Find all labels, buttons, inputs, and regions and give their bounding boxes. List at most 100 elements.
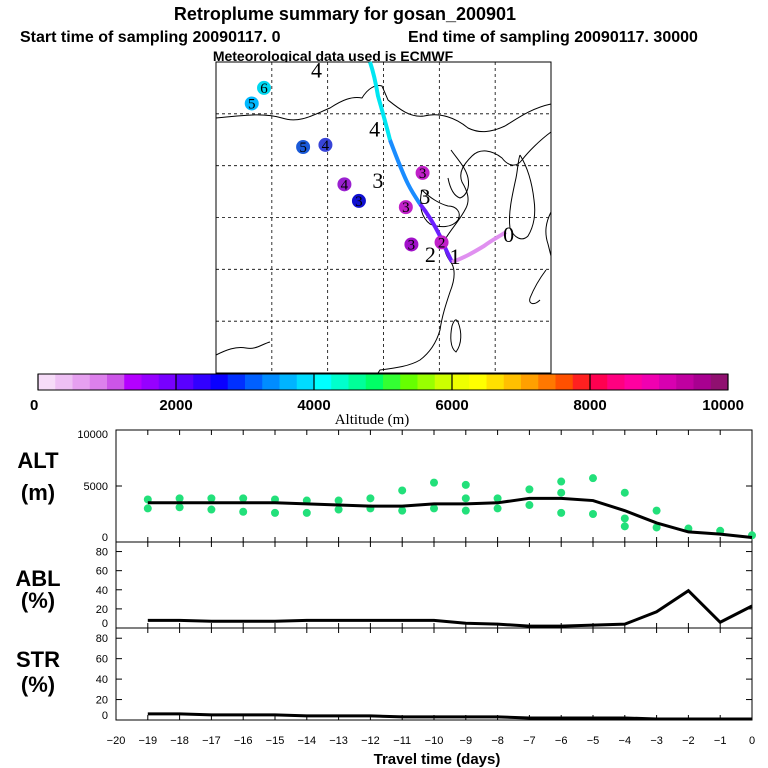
scatter-point: [207, 505, 216, 514]
scatter-point: [175, 494, 184, 503]
day-marker-label: 3: [419, 184, 430, 209]
day-marker-label: 1: [449, 244, 460, 269]
scatter-point: [589, 510, 597, 518]
scatter-point: [175, 503, 184, 512]
x-tick-label: −9: [460, 735, 473, 747]
day-marker-label: 2: [425, 242, 436, 267]
colorbar-cell: [279, 374, 298, 390]
x-tick-label: −4: [619, 735, 632, 747]
colorbar-cell: [348, 374, 367, 390]
cluster-marker: 3: [415, 165, 430, 182]
colorbar-cell: [176, 374, 194, 390]
colorbar-cell: [72, 374, 91, 390]
scatter-point: [652, 506, 661, 515]
day-marker-label: 0: [503, 222, 514, 247]
colorbar-cell: [555, 374, 574, 390]
colorbar-cell: [383, 374, 401, 390]
subtitle-met: Meteorological data used is ECMWF: [213, 48, 454, 64]
colorbar-cell: [572, 374, 591, 390]
y-tick-label: 10000: [77, 429, 108, 441]
scatter-point: [652, 523, 661, 532]
cluster-marker: 4: [318, 137, 333, 154]
colorbar-cells: [38, 374, 729, 390]
colorbar-cell: [55, 374, 73, 390]
track-segment-day-5: [368, 61, 392, 141]
y-tick-label: 60: [96, 566, 108, 578]
scatter-point: [302, 508, 311, 517]
scatter-point: [620, 514, 629, 523]
scatter-point: [461, 480, 470, 489]
colorbar-cell: [607, 374, 625, 390]
x-tick-label: −7: [523, 735, 536, 747]
colorbar-label: Altitude (m): [335, 412, 410, 428]
str-panel: 0 20 40 60 80 STR(%): [16, 627, 753, 722]
coastline-japan: [545, 211, 552, 257]
colorbar-cell: [124, 374, 142, 390]
cluster-label: 3: [408, 237, 416, 253]
colorbar-cell: [262, 374, 280, 390]
colorbar-ticks: 0 2000 4000 6000 8000 10000: [30, 374, 744, 414]
colorbar-cell: [676, 374, 694, 390]
cluster-dot: [318, 137, 333, 152]
colorbar-cell: [469, 374, 487, 390]
cluster-dot: [257, 80, 272, 95]
scatter-point: [493, 504, 502, 513]
panel-unit: (%): [21, 672, 55, 697]
x-tick-label: −6: [555, 735, 568, 747]
colorbar-tick-label: 10000: [702, 397, 744, 414]
colorbar-cell: [659, 374, 677, 390]
x-axis: −20 −19 −18 −17 −16 −15 −14 −13 −12 −11 −10 −9 −8 −7−…: [107, 735, 755, 747]
coastline-north: [215, 85, 552, 133]
colorbar-cell: [434, 374, 453, 390]
cluster-dot: [244, 96, 259, 111]
scatter-point: [366, 494, 375, 503]
panel-unit: (%): [21, 588, 55, 613]
x-tick-label: −15: [266, 735, 285, 747]
scatter-point: [493, 494, 502, 503]
colorbar-cell: [210, 374, 229, 390]
cluster-label: 2: [438, 235, 446, 251]
y-tick-label: 20: [96, 604, 108, 616]
scatter-point: [334, 496, 343, 505]
colorbar-cell: [452, 374, 470, 390]
x-tick-label: −11: [393, 735, 411, 747]
cluster-dot: [337, 177, 352, 192]
x-tick-label: −20: [107, 735, 126, 747]
panel-frame: [115, 541, 753, 629]
scatter-point: [589, 474, 597, 483]
day-marker-label: 4: [369, 116, 380, 141]
cluster-label: 5: [248, 96, 256, 112]
cluster-label: 3: [402, 200, 410, 216]
x-tick-label: −3: [650, 735, 663, 747]
chart-title: Retroplume summary for gosan_200901: [174, 4, 516, 24]
scatter-point: [557, 508, 566, 517]
cluster-dot: [398, 200, 413, 215]
panel-unit: (m): [21, 480, 55, 505]
cluster-marker: 3: [404, 237, 419, 253]
scatter-point: [239, 507, 248, 516]
panel-label: ABL: [15, 566, 60, 591]
x-tick-label: 0: [749, 735, 755, 747]
scatter-point: [143, 504, 152, 513]
colorbar-cell: [624, 374, 643, 390]
scatter-point: [461, 506, 470, 515]
x-tick-label: −13: [329, 735, 348, 747]
day-marker-label: 3: [372, 168, 383, 193]
cluster-marker: 6: [257, 80, 272, 97]
colorbar-cell: [107, 374, 125, 390]
coastline-kyushu: [529, 269, 547, 305]
colorbar-cell: [590, 374, 608, 390]
colorbar-cell: [158, 374, 177, 390]
y-tick-label: 0: [102, 710, 108, 722]
cluster-dot: [434, 235, 449, 250]
cluster-marker: 3: [398, 200, 413, 216]
subtitle-start: Start time of sampling 20090117. 0: [20, 29, 281, 46]
cluster-marker: 3: [351, 193, 366, 210]
coastline-taiwan: [450, 319, 462, 353]
x-tick-label: −17: [202, 735, 221, 747]
scatter-point: [207, 494, 216, 503]
coastlines: [215, 85, 552, 374]
